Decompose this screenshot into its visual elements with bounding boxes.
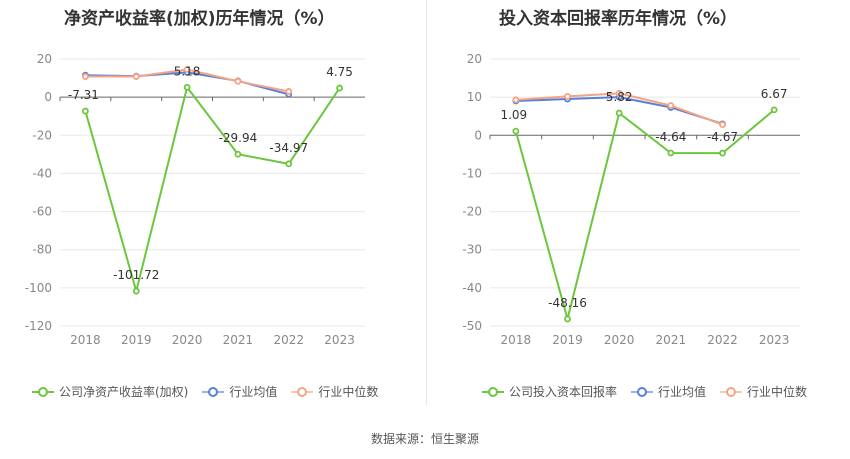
legend-item-1[interactable]: 行业均值 <box>202 383 277 400</box>
data-point <box>336 84 343 92</box>
series-line-0 <box>84 84 341 296</box>
data-label: -7.31 <box>68 88 99 102</box>
data-point <box>667 102 675 109</box>
legend-marker-icon <box>291 386 314 398</box>
y-tick-label: -60 <box>32 205 52 219</box>
series-line-0 <box>514 109 775 323</box>
x-tick-label: 2021 <box>223 333 254 347</box>
x-tick-label: 2019 <box>552 333 583 347</box>
data-point <box>82 107 89 115</box>
legend-marker-icon <box>202 386 225 398</box>
y-tick-label: -30 <box>462 243 482 257</box>
data-point <box>564 92 571 100</box>
y-tick-label: -40 <box>32 166 52 180</box>
x-tick-label: 2018 <box>501 333 532 347</box>
chart-title-roe: 净资产收益率(加权)历年情况（%） <box>64 9 335 29</box>
data-point <box>132 73 140 80</box>
x-tick-label: 2020 <box>604 333 635 347</box>
data-label: 5.82 <box>606 90 633 104</box>
x-tick-label: 2021 <box>656 333 687 347</box>
x-tick-label: 2023 <box>759 333 790 347</box>
legend-marker-icon <box>482 386 504 398</box>
data-point <box>667 149 675 157</box>
x-tick-label: 2022 <box>707 333 738 347</box>
data-point <box>615 89 623 97</box>
y-tick-label: 0 <box>44 90 52 104</box>
legend-marker-icon <box>720 386 743 398</box>
data-point <box>132 287 140 295</box>
data-point <box>82 73 89 80</box>
data-point <box>285 160 293 168</box>
data-point <box>183 83 191 91</box>
data-point <box>770 106 778 114</box>
data-point <box>183 66 191 73</box>
y-tick-label: -80 <box>32 243 52 257</box>
data-label: -34.97 <box>269 141 308 155</box>
y-tick-label: 20 <box>467 52 482 66</box>
data-point <box>615 109 623 117</box>
panel-divider <box>426 0 427 405</box>
legend-roe: 公司净资产收益率(加权) 行业均值 行业中位数 <box>32 383 392 400</box>
legend-item-2[interactable]: 行业中位数 <box>291 383 378 400</box>
legend-label: 行业均值 <box>229 385 278 399</box>
data-point <box>512 96 520 104</box>
data-label: 4.75 <box>326 65 353 79</box>
chart-title-roic: 投入资本回报率历年情况（%） <box>499 9 738 29</box>
data-point <box>285 88 293 95</box>
data-point <box>719 149 726 157</box>
data-point <box>512 127 520 135</box>
data-label: -101.72 <box>113 268 159 282</box>
y-tick-label: -50 <box>462 319 482 333</box>
legend-roic: 公司投入资本回报率 行业均值 行业中位数 <box>482 383 821 400</box>
legend-label: 行业中位数 <box>318 385 379 399</box>
y-tick-label: -120 <box>25 319 52 333</box>
y-tick-label: 0 <box>474 128 482 142</box>
x-tick-label: 2023 <box>324 333 355 347</box>
chart-1: 20 10 0 -10 -20 -30 -40 -50 2018 2019 2020 2021 2022… <box>462 52 800 347</box>
legend-label: 公司投入资本回报率 <box>509 385 618 399</box>
legend-label: 行业中位数 <box>747 385 808 399</box>
data-label: -4.67 <box>707 130 738 144</box>
y-tick-label: -100 <box>25 281 52 295</box>
data-label: 5.18 <box>174 64 201 78</box>
y-tick-label: -20 <box>462 205 482 219</box>
x-tick-label: 2018 <box>70 333 101 347</box>
data-label: -29.94 <box>219 131 258 145</box>
data-point <box>564 315 571 323</box>
x-tick-label: 2022 <box>273 333 304 347</box>
legend-item-1[interactable]: 行业均值 <box>631 383 706 400</box>
data-point <box>234 150 242 158</box>
data-point <box>234 77 242 85</box>
legend-item-0[interactable]: 公司净资产收益率(加权) <box>32 383 188 400</box>
legend-label: 行业均值 <box>658 385 707 399</box>
legend-label: 公司净资产收益率(加权) <box>59 385 189 399</box>
legend-item-0[interactable]: 公司投入资本回报率 <box>482 383 617 400</box>
legend-item-2[interactable]: 行业中位数 <box>720 383 807 400</box>
data-label: 6.67 <box>761 87 788 101</box>
data-point <box>719 121 726 129</box>
y-tick-label: -20 <box>32 128 52 142</box>
data-label: -4.64 <box>655 130 686 144</box>
y-tick-label: 10 <box>467 90 482 104</box>
y-tick-label: -40 <box>462 281 482 295</box>
data-source-note: 数据来源：恒生聚源 <box>370 432 479 446</box>
legend-marker-icon <box>32 386 54 398</box>
y-tick-label: -10 <box>462 166 482 180</box>
x-tick-label: 2019 <box>121 333 152 347</box>
legend-marker-icon <box>631 386 654 398</box>
y-tick-label: 20 <box>37 52 52 66</box>
chart-0: 20 0 -20 -40 -60 -80 -100 -120 2018 2019 2020 2021 2… <box>25 52 365 347</box>
data-label: -48.16 <box>548 296 587 310</box>
x-tick-label: 2020 <box>172 333 203 347</box>
data-label: 1.09 <box>500 108 527 122</box>
